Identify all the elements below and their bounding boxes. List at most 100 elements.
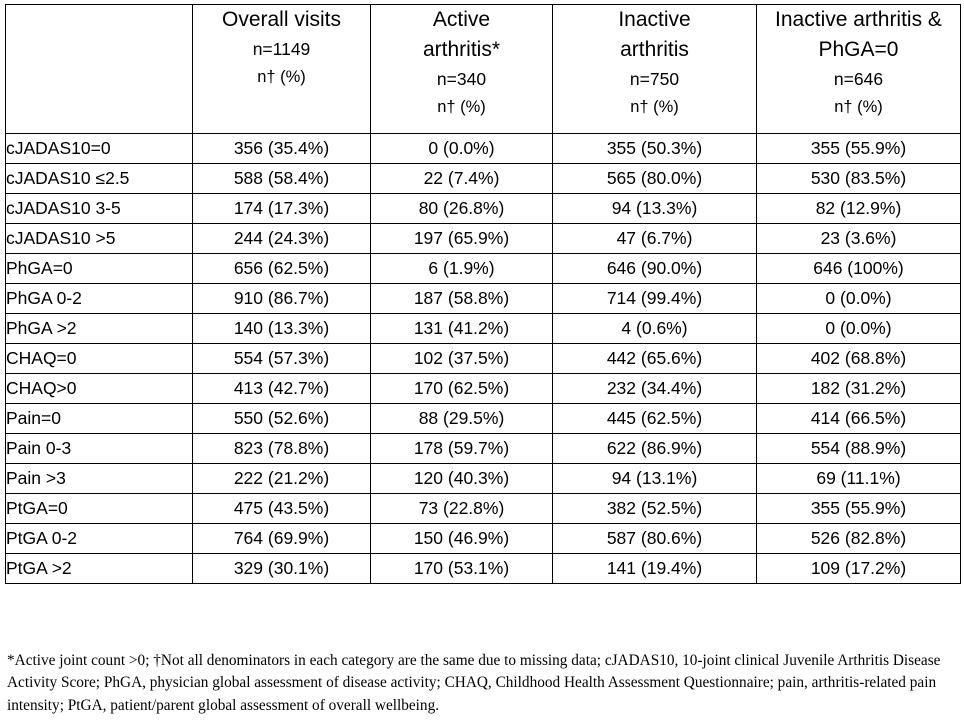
table-row: cJADAS10 >5 244 (24.3%) 197 (65.9%) 47 (6.7…	[5, 223, 961, 254]
table-cell: 0 (0.0%)	[756, 313, 961, 344]
column-count: n=750	[629, 69, 680, 89]
table-cell: 442 (65.6%)	[552, 343, 757, 374]
row-label: cJADAS10 3-5	[5, 193, 193, 224]
row-label: Pain 0-3	[5, 433, 193, 464]
table-cell: 329 (30.1%)	[192, 553, 371, 584]
table-cell: 182 (31.2%)	[756, 373, 961, 404]
table-cell: 170 (62.5%)	[370, 373, 553, 404]
table-cell: 554 (57.3%)	[192, 343, 371, 374]
table-cell: 4 (0.6%)	[552, 313, 757, 344]
header-active-arthritis: Active arthritis* n=340 n† (%)	[370, 4, 553, 134]
row-label: PhGA 0-2	[5, 283, 193, 314]
table-cell: 554 (88.9%)	[756, 433, 961, 464]
table-cell: 823 (78.8%)	[192, 433, 371, 464]
table-cell: 82 (12.9%)	[756, 193, 961, 224]
table-cell: 588 (58.4%)	[192, 163, 371, 194]
table-cell: 170 (53.1%)	[370, 553, 553, 584]
table-cell: 402 (68.8%)	[756, 343, 961, 374]
table-cell: 445 (62.5%)	[552, 403, 757, 434]
table-cell: 232 (34.4%)	[552, 373, 757, 404]
table-row: PhGA >2 140 (13.3%) 131 (41.2%) 4 (0.6%) 0 (…	[5, 313, 961, 344]
table-cell: 622 (86.9%)	[552, 433, 757, 464]
table-cell: 355 (55.9%)	[756, 493, 961, 524]
results-table: Overall visits n=1149 n† (%) Active arth…	[5, 4, 961, 584]
table-cell: 120 (40.3%)	[370, 463, 553, 494]
table-row: cJADAS10=0 356 (35.4%) 0 (0.0%) 355 (50.3%)…	[5, 133, 961, 164]
row-label: cJADAS10 >5	[5, 223, 193, 254]
table-cell: 530 (83.5%)	[756, 163, 961, 194]
header-inactive-arthritis-phga0: Inactive arthritis & PhGA=0 n=646 n† (%)	[756, 4, 961, 134]
table-cell: 187 (58.8%)	[370, 283, 553, 314]
table-cell: 0 (0.0%)	[370, 133, 553, 164]
row-label: cJADAS10 ≤2.5	[5, 163, 193, 194]
table-row: Pain=0 550 (52.6%) 88 (29.5%) 445 (62.5%) 41…	[5, 403, 961, 434]
table-row: cJADAS10 ≤2.5 588 (58.4%) 22 (7.4%) 565 (80…	[5, 163, 961, 194]
table-cell: 0 (0.0%)	[756, 283, 961, 314]
table-cell: 94 (13.3%)	[552, 193, 757, 224]
table-cell: 382 (52.5%)	[552, 493, 757, 524]
row-label: PtGA 0-2	[5, 523, 193, 554]
column-unit: n† (%)	[630, 98, 679, 116]
table-cell: 355 (55.9%)	[756, 133, 961, 164]
table-cell: 80 (26.8%)	[370, 193, 553, 224]
table-cell: 414 (66.5%)	[756, 403, 961, 434]
table-cell: 244 (24.3%)	[192, 223, 371, 254]
column-unit: n† (%)	[437, 98, 486, 116]
column-title: Inactive arthritis & PhGA=0	[775, 8, 942, 61]
table-cell: 73 (22.8%)	[370, 493, 553, 524]
row-label: CHAQ=0	[5, 343, 193, 374]
table-row: Pain 0-3 823 (78.8%) 178 (59.7%) 622 (86.9%…	[5, 433, 961, 464]
table-cell: 550 (52.6%)	[192, 403, 371, 434]
table-row: PhGA 0-2 910 (86.7%) 187 (58.8%) 714 (99.4%…	[5, 283, 961, 314]
table-cell: 47 (6.7%)	[552, 223, 757, 254]
header-row: Overall visits n=1149 n† (%) Active arth…	[5, 4, 961, 134]
column-unit: n† (%)	[257, 68, 306, 86]
table-cell: 413 (42.7%)	[192, 373, 371, 404]
table-cell: 646 (100%)	[756, 253, 961, 284]
table-cell: 197 (65.9%)	[370, 223, 553, 254]
column-count: n=340	[436, 69, 487, 89]
table-cell: 714 (99.4%)	[552, 283, 757, 314]
table-footnote: *Active joint count >0; †Not all denomin…	[7, 652, 941, 714]
table-cell: 764 (69.9%)	[192, 523, 371, 554]
table-row: PtGA 0-2 764 (69.9%) 150 (46.9%) 587 (80.6%…	[5, 523, 961, 554]
table-row: cJADAS10 3-5 174 (17.3%) 80 (26.8%) 94 (13.…	[5, 193, 961, 224]
column-title: Active arthritis*	[422, 8, 501, 61]
column-title: Overall visits	[221, 8, 342, 31]
table-cell: 102 (37.5%)	[370, 343, 553, 374]
table-cell: 109 (17.2%)	[756, 553, 961, 584]
row-label: PhGA=0	[5, 253, 193, 284]
table-cell: 587 (80.6%)	[552, 523, 757, 554]
row-label: PtGA=0	[5, 493, 193, 524]
table-cell: 178 (59.7%)	[370, 433, 553, 464]
table-cell: 526 (82.8%)	[756, 523, 961, 554]
table-row: CHAQ=0 554 (57.3%) 102 (37.5%) 442 (65.6%) 4…	[5, 343, 961, 374]
table-cell: 22 (7.4%)	[370, 163, 553, 194]
table-cell: 646 (90.0%)	[552, 253, 757, 284]
row-label: Pain >3	[5, 463, 193, 494]
table-cell: 23 (3.6%)	[756, 223, 961, 254]
table-cell: 222 (21.2%)	[192, 463, 371, 494]
table-cell: 140 (13.3%)	[192, 313, 371, 344]
header-overall-visits: Overall visits n=1149 n† (%)	[192, 4, 371, 134]
header-inactive-arthritis: Inactive arthritis n=750 n† (%)	[552, 4, 757, 134]
table-row: Pain >3 222 (21.2%) 120 (40.3%) 94 (13.1%) 6…	[5, 463, 961, 494]
table-row: CHAQ>0 413 (42.7%) 170 (62.5%) 232 (34.4%) 1…	[5, 373, 961, 404]
table-row: PhGA=0 656 (62.5%) 6 (1.9%) 646 (90.0%) 646 …	[5, 253, 961, 284]
table-row: PtGA=0 475 (43.5%) 73 (22.8%) 382 (52.5%) 35…	[5, 493, 961, 524]
table-cell: 141 (19.4%)	[552, 553, 757, 584]
table-row: PtGA >2 329 (30.1%) 170 (53.1%) 141 (19.4%)…	[5, 553, 961, 584]
table-cell: 6 (1.9%)	[370, 253, 553, 284]
column-title: Inactive arthritis	[618, 8, 691, 61]
table-cell: 88 (29.5%)	[370, 403, 553, 434]
table-cell: 174 (17.3%)	[192, 193, 371, 224]
header-cell-empty	[5, 4, 193, 134]
column-count: n=1149	[252, 39, 311, 59]
table-cell: 910 (86.7%)	[192, 283, 371, 314]
table-cell: 656 (62.5%)	[192, 253, 371, 284]
table-cell: 69 (11.1%)	[756, 463, 961, 494]
table-cell: 150 (46.9%)	[370, 523, 553, 554]
row-label: CHAQ>0	[5, 373, 193, 404]
row-label: PhGA >2	[5, 313, 193, 344]
